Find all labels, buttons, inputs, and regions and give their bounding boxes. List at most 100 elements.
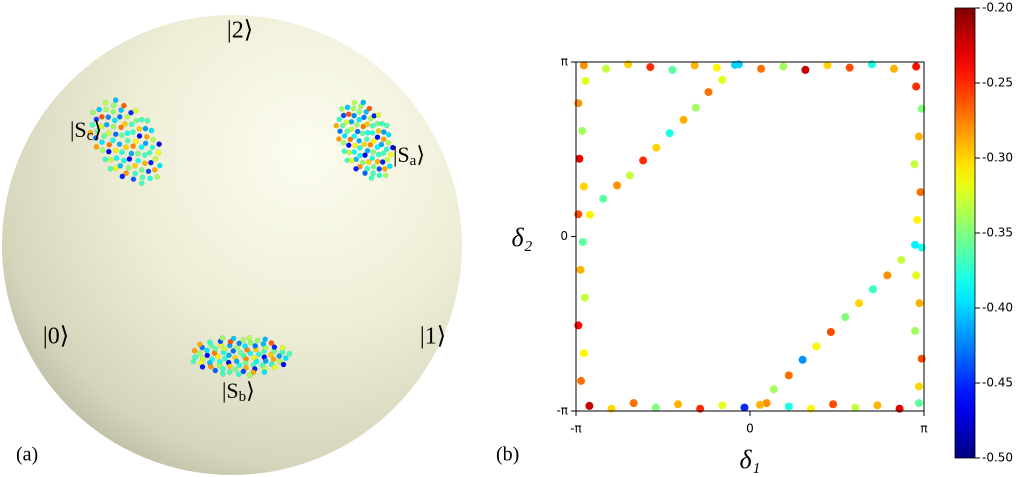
cluster-dot bbox=[381, 151, 386, 156]
cluster-dot bbox=[233, 367, 238, 372]
cluster-dot bbox=[357, 145, 362, 150]
cluster-dot bbox=[357, 138, 362, 143]
cluster-dot bbox=[334, 123, 339, 128]
state-label-main: |S bbox=[393, 142, 410, 167]
scatter-point bbox=[646, 63, 654, 71]
cluster-dot bbox=[127, 156, 132, 161]
cluster-dot bbox=[200, 364, 205, 369]
cluster-dot bbox=[346, 112, 351, 117]
cluster-dot bbox=[146, 169, 151, 174]
scatter-point bbox=[652, 144, 660, 152]
cluster-dot bbox=[358, 153, 363, 158]
cluster-dot bbox=[231, 336, 236, 341]
cluster-dot bbox=[121, 103, 126, 108]
cluster-dot bbox=[236, 372, 241, 377]
colorbar-tick-label: -0.20 bbox=[982, 1, 1013, 15]
scatter-point bbox=[577, 266, 585, 274]
scatter-point bbox=[718, 401, 726, 409]
cluster-dot bbox=[132, 163, 137, 168]
cluster-dot bbox=[90, 110, 95, 115]
cluster-dot bbox=[119, 150, 124, 155]
cluster-dot bbox=[336, 136, 341, 141]
scatter-point bbox=[801, 66, 809, 74]
cluster-dot bbox=[133, 171, 138, 176]
cluster-dot bbox=[118, 163, 123, 168]
scatter-point bbox=[581, 294, 589, 302]
cluster-dot bbox=[381, 137, 386, 142]
cluster-dot bbox=[125, 114, 130, 119]
scatter-point bbox=[912, 83, 920, 91]
cluster-dot bbox=[361, 100, 366, 105]
cluster-dot bbox=[355, 129, 360, 134]
cluster-dot bbox=[192, 348, 197, 353]
state-label-main: |S bbox=[70, 117, 87, 142]
y-tick-label: 0 bbox=[560, 229, 568, 243]
scatter-point bbox=[763, 399, 771, 407]
scatter-point bbox=[873, 401, 881, 409]
cluster-dot bbox=[364, 137, 369, 142]
cluster-dot bbox=[370, 130, 375, 135]
scatter-point bbox=[915, 382, 923, 390]
cluster-dot bbox=[341, 140, 346, 145]
cluster-dot bbox=[143, 126, 148, 131]
scatter-point bbox=[913, 216, 921, 224]
cluster-dot bbox=[248, 340, 253, 345]
scatter-point bbox=[575, 155, 583, 163]
cluster-dot bbox=[387, 164, 392, 169]
cluster-dot bbox=[152, 167, 157, 172]
scatter-point bbox=[779, 63, 787, 71]
cluster-dot bbox=[117, 114, 122, 119]
cluster-dot bbox=[283, 356, 288, 361]
state-label-close: ⟩ bbox=[93, 117, 102, 142]
cluster-dot bbox=[366, 159, 371, 164]
cluster-dot bbox=[107, 142, 112, 147]
cluster-dot bbox=[352, 113, 357, 118]
cluster-dot bbox=[120, 174, 125, 179]
cluster-dot bbox=[263, 358, 268, 363]
scatter-point bbox=[757, 65, 765, 73]
page: |2⟩ |0⟩ |1⟩ |Sc⟩ |Sa⟩ |Sb⟩ (a) (b) δ₁ δ₂… bbox=[0, 0, 1035, 477]
cluster-dot bbox=[345, 158, 350, 163]
cluster-dot bbox=[106, 130, 111, 135]
x-tick-label: -π bbox=[570, 422, 582, 436]
cluster-dot bbox=[220, 336, 225, 341]
cluster-dot bbox=[351, 106, 356, 111]
cluster-dot bbox=[220, 371, 225, 376]
cluster-dot bbox=[145, 118, 150, 123]
cluster-dot bbox=[134, 118, 139, 123]
scatter-point bbox=[799, 356, 807, 364]
cluster-dot bbox=[280, 345, 285, 350]
cluster-dot bbox=[379, 142, 384, 147]
cluster-dot bbox=[109, 157, 114, 162]
scatter-point bbox=[586, 211, 594, 219]
cluster-dot bbox=[122, 121, 127, 126]
scatter-point bbox=[674, 400, 682, 408]
bloch-sphere bbox=[2, 15, 462, 475]
cluster-dot bbox=[112, 118, 117, 123]
cluster-dot bbox=[271, 357, 276, 362]
cluster-dot bbox=[139, 145, 144, 150]
cluster-dot bbox=[114, 155, 119, 160]
scatter-point bbox=[580, 349, 588, 357]
scatter-point bbox=[829, 400, 837, 408]
cluster-dot bbox=[119, 108, 124, 113]
scatter-point bbox=[917, 188, 925, 196]
cluster-dot bbox=[337, 129, 342, 134]
basis-label: |2⟩ bbox=[227, 18, 253, 44]
scatter-point bbox=[911, 327, 919, 335]
cluster-dot bbox=[371, 139, 376, 144]
cluster-dot bbox=[139, 167, 144, 172]
cluster-dot bbox=[108, 166, 113, 171]
cluster-dot bbox=[213, 368, 218, 373]
scatter-point bbox=[680, 116, 688, 124]
scatter-point bbox=[785, 371, 793, 379]
cluster-dot bbox=[376, 128, 381, 133]
scatter-point bbox=[630, 399, 638, 407]
cluster-dot bbox=[197, 351, 202, 356]
scatter-point bbox=[841, 313, 849, 321]
cluster-dot bbox=[384, 147, 389, 152]
cluster-dot bbox=[133, 139, 138, 144]
cluster-dot bbox=[241, 338, 246, 343]
cluster-dot bbox=[148, 176, 153, 181]
scatter-point bbox=[599, 195, 607, 203]
